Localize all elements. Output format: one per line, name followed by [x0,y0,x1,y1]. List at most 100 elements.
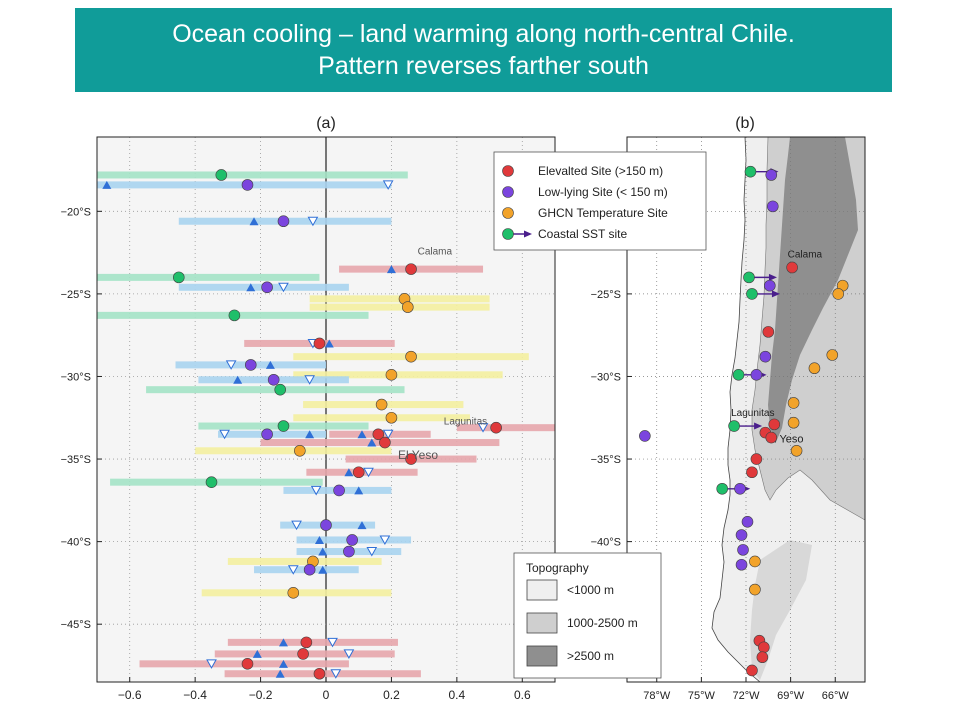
map-site-sst [746,288,758,300]
range-bar-ghcn [195,447,392,455]
triangle-down-marker [366,547,378,557]
site-marker-sst [274,383,287,396]
map-site-elevated [758,641,770,654]
site-marker-lowlying [303,563,316,576]
triangle-up-marker [275,669,285,678]
triangle-down-marker [310,485,322,496]
legend-label: Low-lying Site (< 150 m) [538,185,668,199]
y-tick-label: −30°S [61,371,91,383]
topography-swatch [526,645,558,667]
legend-arrow-head [524,230,532,238]
map-x-tick-label: 66°W [822,690,850,702]
map-x-tick-label: 69°W [777,690,805,702]
site-marker-elevated [313,667,326,680]
triangle-up-marker [305,430,315,439]
panel-a-label: (a) [316,115,336,132]
site-marker-lowlying [241,179,254,191]
triangle-down-marker [343,649,355,659]
map-y-tick-label: −25°S [591,289,621,301]
topography-label: >2500 m [567,649,614,663]
map-site-sst [744,165,757,178]
triangle-up-marker [102,180,112,189]
site-marker-lowlying [244,359,257,371]
map-site-lowlying [759,350,772,363]
triangle-up-marker [357,521,367,530]
triangle-up-marker [354,486,364,495]
map-x-tick-label: 78°W [643,690,671,702]
triangle-up-marker [265,360,275,369]
site-marker-ghcn [294,444,306,457]
map-y-tick-label: −35°S [591,454,621,466]
site-marker-lowlying [267,373,280,386]
x-tick-label: 0.4 [449,688,466,702]
triangle-down-marker [307,216,319,227]
triangle-up-marker [249,217,259,226]
sst-arrow-head [768,273,777,281]
map-site-lowlying [741,516,754,528]
map-site-elevated [786,261,798,274]
triangle-up-marker [344,468,354,477]
triangle-down-marker [379,535,391,545]
x-tick-label: −0.2 [249,688,273,702]
topography-items: <1000 m 1000-2500 m >2500 m [526,579,638,667]
map-site-ghcn [826,349,839,361]
triangle-up-marker [324,339,334,348]
map-site-ghcn [832,288,845,300]
site-marker-elevated [405,453,417,465]
panel-a: (a) Calama Lagunitas El Yeso −0.6 −0.4 −0.2 0… [61,115,556,702]
map-x-tick-label: 72°W [732,690,760,702]
site-marker-ghcn [405,350,417,363]
annotation-lagunitas: Lagunitas [444,416,487,427]
site-marker-sst [228,309,241,322]
panel-b-grid [627,137,865,682]
legend-label: Elevalted Site (>150 m) [538,164,663,178]
map-y-tick-label: −30°S [591,371,621,383]
map-site-elevated [768,418,781,431]
legend-label: Coastal SST site [538,227,627,241]
range-bar-elevated [456,424,555,432]
triangle-down-marker [304,375,315,385]
site-marker-ghcn [385,411,398,424]
site-marker-sst [277,420,290,432]
map-site-lowlying [765,169,778,181]
map-site-elevated [756,651,769,664]
map-site-ghcn [787,416,800,429]
panel-a-markers [102,169,502,680]
site-marker-lowlying [333,484,345,497]
y-tick-label: −20°S [61,206,91,218]
site-marker-ghcn [385,369,398,381]
site-marker-sst [215,169,228,181]
triangle-down-marker [327,637,338,648]
map-site-elevated [762,326,775,338]
site-marker-elevated [241,658,254,670]
triangle-down-marker [382,180,394,190]
x-tick-label: 0.6 [514,688,531,702]
site-marker-sst [172,271,185,284]
map-site-lowlying [763,279,776,292]
map-site-ghcn [790,444,803,457]
map-site-lowlying [734,482,746,495]
range-bar-ghcn [293,414,470,422]
triangle-up-marker [318,565,328,574]
y-tick-label: −40°S [61,537,91,549]
site-marker-elevated [352,466,365,479]
title-banner: Ocean cooling – land warming along north… [75,8,892,92]
legend-marker [502,186,514,198]
topography-swatch [526,612,558,634]
site-marker-lowlying [277,215,290,228]
site-marker-elevated [405,263,417,275]
title-line-2: Pattern reverses farther south [318,52,649,80]
range-bar-ghcn [309,303,490,311]
map-site-ghcn [787,397,800,409]
panel-b-label: (b) [735,115,755,132]
panel-a-annotations: Calama Lagunitas El Yeso [398,246,487,462]
map-site-lowlying [766,200,779,213]
triangle-down-marker [219,429,230,440]
map-site-sst [728,420,740,432]
site-marker-sst [205,476,218,488]
triangle-down-marker [278,282,289,293]
legend-marker [502,207,514,219]
triangle-up-marker [252,649,262,658]
site-marker-elevated [297,648,309,660]
